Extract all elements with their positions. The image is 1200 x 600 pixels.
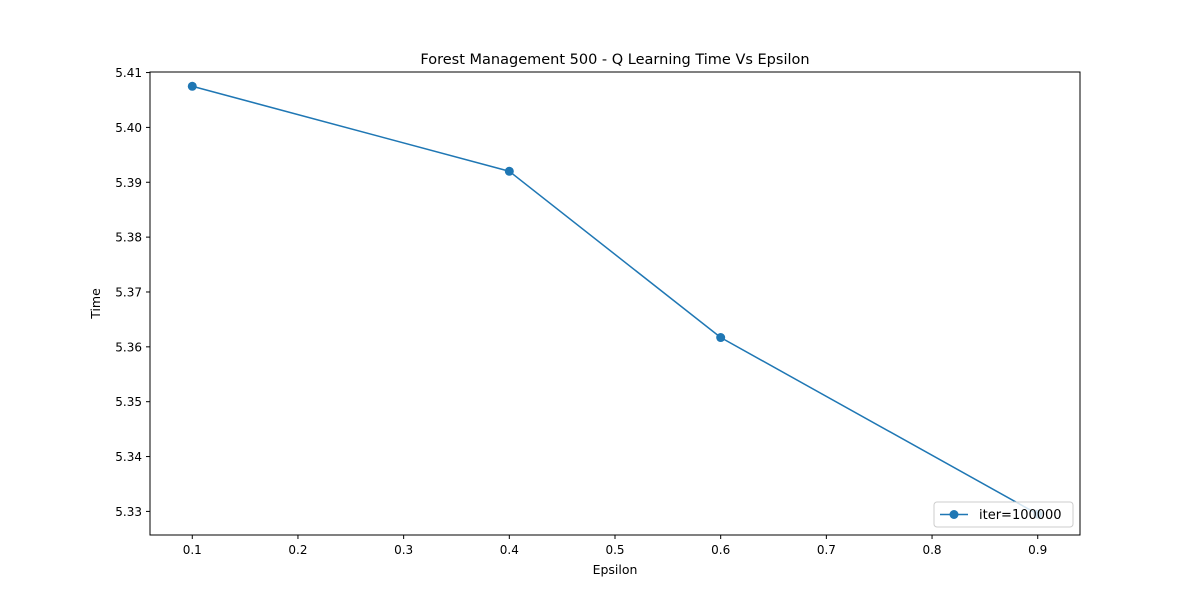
x-tick-label: 0.9 (1028, 543, 1047, 557)
legend-marker-sample (949, 510, 959, 519)
data-point (504, 166, 514, 176)
y-tick-label: 5.34 (115, 450, 142, 464)
y-tick-label: 5.36 (115, 340, 142, 354)
y-tick-label: 5.37 (115, 285, 142, 299)
legend-label: iter=100000 (979, 508, 1062, 523)
y-tick-label: 5.35 (115, 395, 142, 409)
legend-box (933, 501, 1074, 528)
data-point (716, 333, 726, 343)
y-tick-label: 5.38 (115, 231, 142, 245)
x-tick-label: 0.4 (500, 543, 519, 557)
x-axis-label: Epsilon (593, 562, 638, 577)
x-tick-label: 0.7 (817, 543, 836, 557)
plot-frame (149, 71, 1081, 536)
y-tick-label: 5.33 (115, 505, 142, 519)
x-tick-label: 0.1 (183, 543, 202, 557)
y-axis-label: Time (88, 288, 103, 320)
y-tick-label: 5.41 (115, 66, 142, 80)
x-tick-label: 0.5 (605, 543, 624, 557)
y-tick-label: 5.39 (115, 176, 142, 190)
x-axis-ticks: 0.1 0.2 0.3 0.4 0.5 0.6 0.7 0.8 0.9 (183, 535, 1047, 557)
series-line (192, 85, 1039, 515)
x-tick-label: 0.2 (288, 543, 307, 557)
plot-area (150, 72, 1080, 535)
x-tick-label: 0.6 (711, 543, 730, 557)
x-tick-label: 0.3 (394, 543, 413, 557)
data-point (187, 81, 197, 91)
legend: iter=100000 (933, 501, 1074, 528)
y-tick-label: 5.40 (115, 121, 142, 135)
chart-title: Forest Management 500 - Q Learning Time … (420, 52, 809, 68)
x-tick-label: 0.8 (922, 543, 941, 557)
y-axis-ticks: 5.33 5.34 5.35 5.36 5.37 5.38 5.39 5.40 5.41 (115, 66, 150, 519)
